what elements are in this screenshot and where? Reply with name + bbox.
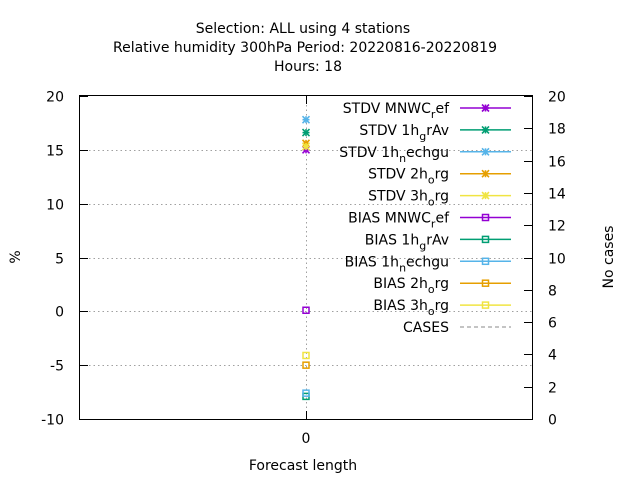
y2-axis-ticks: 0 2 4 6 8 10 12 14 16 18 20	[524, 90, 566, 429]
y2-tick-label: 20	[548, 90, 566, 106]
y-axis-label: %	[8, 250, 24, 263]
y-tick-label: 15	[46, 144, 64, 160]
legend-bias-1h-grav: BIAS 1hgrAv	[365, 232, 511, 252]
x-axis-label: Forecast length	[249, 458, 357, 474]
y-axis-ticks: -10 -5 0 5 10 15 20	[41, 90, 88, 429]
legend-stdv-1h-nechgu: STDV 1hnechgu	[339, 145, 511, 165]
point-bias-2h-org	[302, 361, 310, 369]
legend-bias-1h-grav-marker	[481, 235, 490, 244]
y2-tick-label: 10	[548, 252, 566, 268]
legend-stdv-1h-grav-label: STDV 1hgrAv	[359, 123, 449, 143]
y-tick-label: -10	[41, 413, 64, 429]
point-bias-1h-nechgu	[302, 389, 310, 397]
title-line-2: Relative humidity 300hPa Period: 2022081…	[113, 40, 497, 56]
y-tick-label: 10	[46, 198, 64, 214]
legend-bias-1h-nechgu-label: BIAS 1hnechgu	[345, 254, 449, 274]
legend-stdv-3h-org: STDV 3horg	[368, 189, 511, 209]
point-stdv-3h-org	[301, 142, 311, 151]
point-bias-3h-org	[302, 351, 310, 360]
y2-tick-label: 14	[548, 187, 566, 203]
legend-stdv-3h-org-marker	[481, 191, 490, 200]
plot-frame	[79, 95, 533, 420]
y2-tick-label: 16	[548, 155, 566, 171]
y2-tick-label: 8	[548, 284, 557, 300]
legend-stdv-mnwc-ref: STDV MNWCref	[343, 101, 511, 121]
legend-stdv-3h-org-label: STDV 3horg	[368, 189, 449, 209]
legend-bias-2h-org: BIAS 2horg	[373, 276, 511, 296]
y2-tick-label: 4	[548, 348, 557, 364]
legend-cases-label: CASES	[403, 320, 449, 336]
legend-stdv-mnwc-ref-label: STDV MNWCref	[343, 101, 450, 121]
legend-stdv-1h-grav-marker	[481, 125, 490, 134]
legend-cases: CASES	[403, 320, 511, 336]
y2-tick-label: 12	[548, 219, 566, 235]
point-bias-mnwc-ref	[302, 306, 310, 315]
legend-stdv-2h-org-label: STDV 2horg	[368, 167, 449, 187]
legend-bias-3h-org: BIAS 3horg	[373, 298, 511, 318]
legend-stdv-2h-org-marker	[481, 169, 490, 178]
legend-stdv-1h-nechgu-marker	[481, 147, 490, 156]
x-tick-label: 0	[302, 431, 311, 447]
legend-bias-3h-org-marker	[481, 301, 490, 309]
legend-bias-1h-grav-label: BIAS 1hgrAv	[365, 232, 449, 252]
title-line-3: Hours: 18	[274, 59, 342, 75]
data-points	[301, 115, 311, 401]
legend-bias-mnwc-ref: BIAS MNWCref	[348, 211, 511, 231]
y2-tick-label: 2	[548, 381, 557, 397]
legend-stdv-1h-grav: STDV 1hgrAv	[359, 123, 511, 143]
legend-bias-1h-nechgu-marker	[481, 257, 490, 266]
legend-bias-mnwc-ref-label: BIAS MNWCref	[348, 211, 450, 231]
legend-stdv-2h-org: STDV 2horg	[368, 167, 511, 187]
legend-bias-mnwc-ref-marker	[481, 213, 490, 222]
y-tick-label: 5	[55, 252, 64, 268]
y2-axis-label: No cases	[601, 226, 617, 289]
chart-title: Selection: ALL using 4 stations Relative…	[113, 21, 497, 75]
legend-stdv-1h-nechgu-label: STDV 1hnechgu	[339, 145, 449, 165]
legend-bias-2h-org-label: BIAS 2horg	[373, 276, 449, 296]
y-tick-label: 0	[55, 305, 64, 321]
legend-bias-1h-nechgu: BIAS 1hnechgu	[345, 254, 511, 274]
point-stdv-1h-nechgu	[301, 115, 311, 124]
y2-tick-label: 18	[548, 122, 566, 138]
legend-bias-3h-org-label: BIAS 3horg	[373, 298, 449, 318]
legend-bias-2h-org-marker	[481, 279, 490, 287]
y-tick-label: 20	[46, 90, 64, 106]
y2-tick-label: 6	[548, 316, 557, 332]
y-tick-label: -5	[50, 359, 64, 375]
legend-stdv-mnwc-ref-marker	[481, 103, 490, 113]
x-axis-ticks: 0	[302, 96, 311, 447]
y2-tick-label: 0	[548, 413, 557, 429]
point-stdv-1h-grav	[301, 128, 311, 137]
title-line-1: Selection: ALL using 4 stations	[196, 21, 410, 37]
